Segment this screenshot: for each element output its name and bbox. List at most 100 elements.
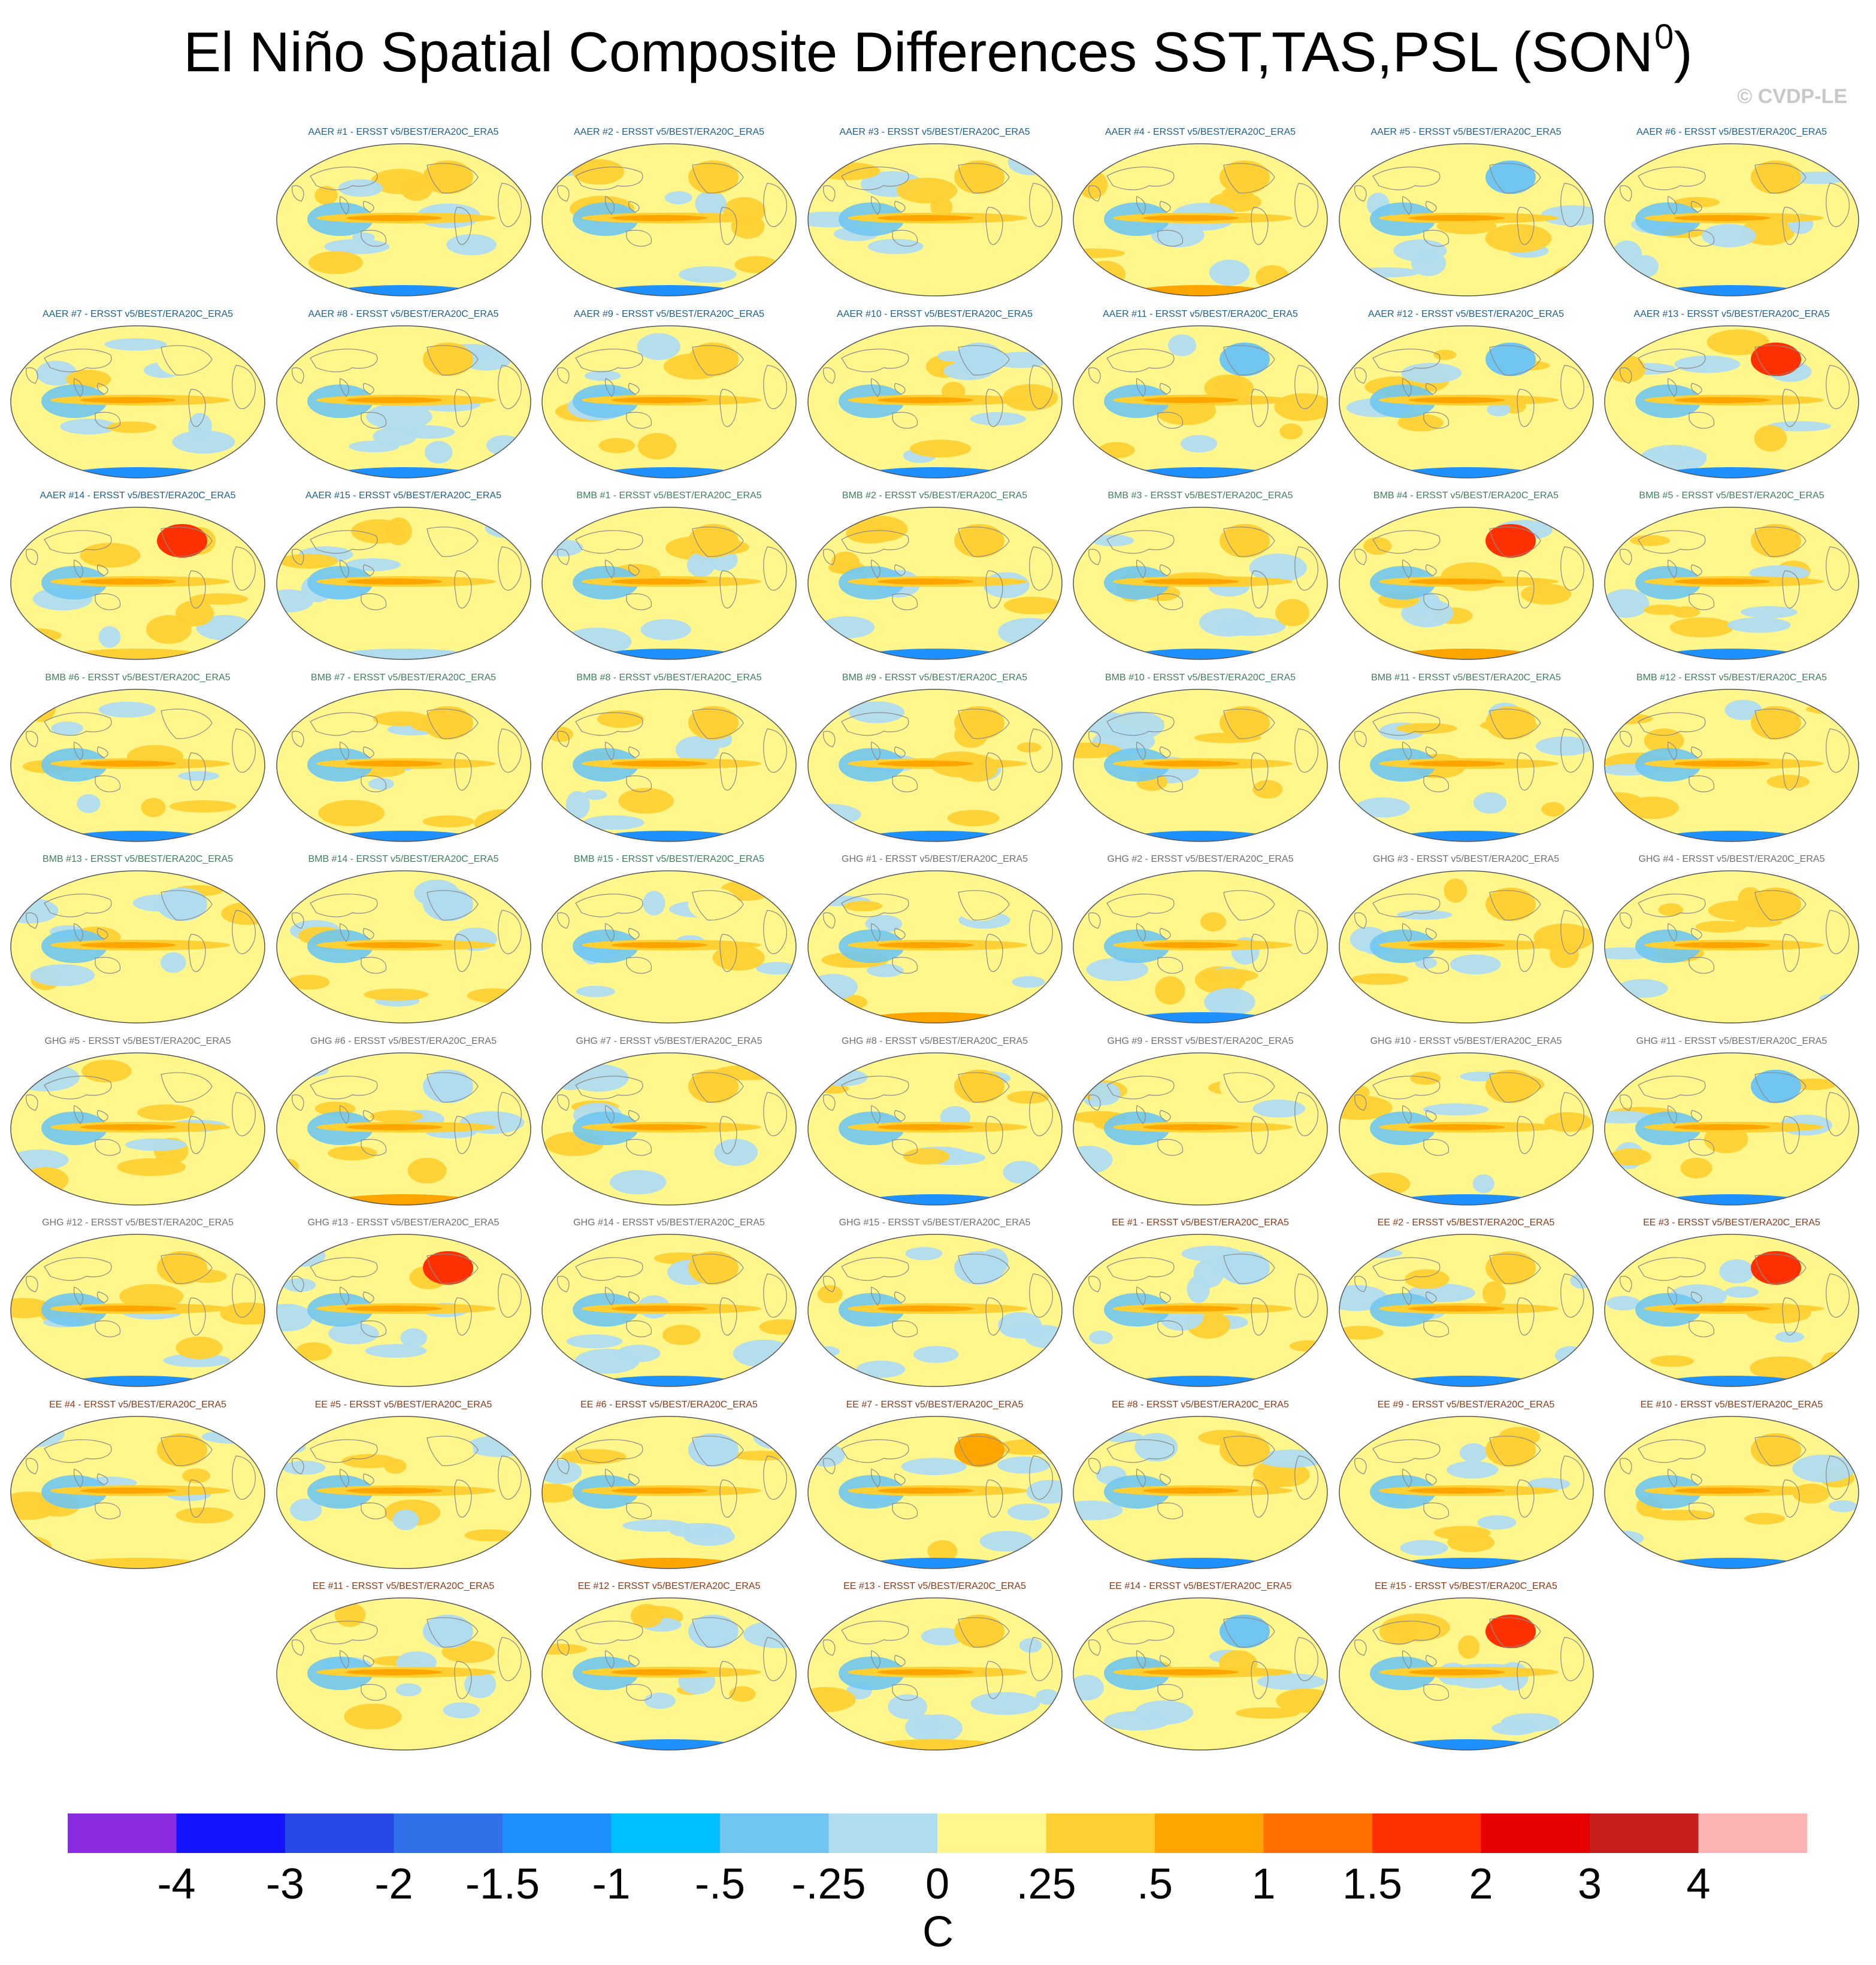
map-panel: BMB #9 - ERSST v5/BEST/ERA20C_ERA5 [806, 673, 1064, 846]
anomaly-patch [1134, 1432, 1178, 1461]
map-panel: GHG #11 - ERSST v5/BEST/ERA20C_ERA5 [1602, 1036, 1861, 1210]
coastline [763, 546, 787, 591]
anomaly-patch [1209, 259, 1250, 286]
anomaly-patch [1674, 355, 1740, 373]
map-border [807, 870, 1063, 1024]
map-border [10, 870, 265, 1024]
coastline [1372, 1257, 1441, 1281]
coastline [26, 730, 38, 747]
coastline [453, 1297, 471, 1336]
map-border [541, 1234, 797, 1387]
map-panel: AAER #2 - ERSST v5/BEST/ERA20C_ERA5 [540, 127, 798, 301]
coastline [453, 1661, 471, 1699]
coastline [96, 746, 108, 758]
map-panel: AAER #15 - ERSST v5/BEST/ERA20C_ERA5 [274, 491, 533, 664]
anomaly-patch [1143, 215, 1239, 221]
anomaly-patch [896, 177, 957, 204]
coastline [339, 559, 349, 579]
panel-map [10, 325, 265, 479]
anomaly-patch [276, 1303, 313, 1331]
coastline [360, 229, 386, 247]
map-panel: GHG #15 - ERSST v5/BEST/ERA20C_ERA5 [806, 1218, 1064, 1391]
colorbar-swatch [937, 1813, 1046, 1853]
map-panel: BMB #6 - ERSST v5/BEST/ERA20C_ERA5 [8, 673, 267, 846]
coastline [309, 1257, 378, 1281]
coastline [1106, 1257, 1175, 1281]
panel-title: EE #2 - ERSST v5/BEST/ERA20C_ERA5 [1377, 1218, 1555, 1228]
coastline [161, 344, 213, 376]
coastline [763, 1637, 787, 1681]
panel-title: GHG #3 - ERSST v5/BEST/ERA20C_ERA5 [1373, 854, 1559, 864]
anomaly-patch [640, 619, 691, 640]
anomaly-patch [1143, 1124, 1239, 1130]
colorbar-tick-label: 1.5 [1342, 1860, 1403, 1908]
panel-title: BMB #13 - ERSST v5/BEST/ERA20C_ERA5 [42, 854, 234, 864]
coastline [497, 728, 522, 773]
coastline [1620, 1094, 1632, 1111]
anomaly-patch [1444, 878, 1467, 903]
anomaly-patch [1741, 606, 1798, 619]
coastline [188, 1479, 206, 1518]
coastline [1372, 711, 1441, 736]
anomaly-patch [1007, 1503, 1049, 1521]
anomaly-patch [176, 1507, 234, 1524]
coastline [497, 1455, 522, 1500]
coastline [1690, 1109, 1702, 1122]
coastline [870, 1104, 880, 1124]
anomaly-patch [807, 1443, 845, 1467]
coastline [95, 1502, 121, 1519]
anomaly-patch [1187, 1275, 1210, 1303]
anomaly-patch [877, 396, 973, 403]
coastline [95, 411, 121, 429]
panel-map [541, 1597, 797, 1751]
coastline [1294, 364, 1318, 409]
coastline [891, 411, 918, 429]
coastline [339, 1650, 349, 1669]
coastline [291, 1276, 304, 1292]
coastline [73, 923, 83, 942]
anomaly-patch [1484, 224, 1552, 253]
anomaly-patch [392, 1509, 419, 1530]
anomaly-patch [1408, 1124, 1505, 1130]
anomaly-patch [1820, 1352, 1846, 1378]
anomaly-patch [338, 179, 383, 197]
coastline [73, 377, 83, 397]
map-border [1604, 507, 1859, 660]
coastline [1088, 1639, 1101, 1656]
anomaly-patch [80, 579, 176, 585]
coastline [1028, 1637, 1053, 1681]
coastline [1516, 1115, 1534, 1154]
coastline [96, 928, 108, 940]
panel-title: GHG #12 - ERSST v5/BEST/ERA20C_ERA5 [42, 1218, 234, 1228]
anomaly-patch [80, 1124, 176, 1130]
anomaly-patch [364, 1344, 427, 1358]
coastline [1689, 956, 1715, 974]
anomaly-patch [308, 251, 363, 274]
coastline [1402, 1286, 1412, 1306]
panel-map [541, 1415, 797, 1569]
coastline [291, 549, 304, 565]
coastline [44, 348, 112, 373]
anomaly-patch [283, 1278, 316, 1292]
anomaly-patch [346, 579, 442, 585]
coastline [1754, 526, 1807, 557]
map-border [1338, 1415, 1594, 1569]
panel-map [541, 1052, 797, 1206]
anomaly-patch [1002, 383, 1058, 411]
anomaly-patch [877, 942, 973, 948]
map-border [10, 507, 265, 660]
coastline [763, 183, 787, 227]
anomaly-patch [343, 1703, 402, 1730]
coastline [426, 1071, 479, 1103]
map-border [1338, 870, 1594, 1024]
coastline [1488, 1071, 1541, 1103]
anomaly-patch [566, 1334, 623, 1349]
coastline [840, 1075, 909, 1100]
anomaly-patch [1085, 261, 1125, 288]
anomaly-patch [287, 974, 329, 990]
anomaly-patch [843, 901, 882, 912]
colorbar-units: C [922, 1908, 954, 1956]
map-panel: EE #11 - ERSST v5/BEST/ERA20C_ERA5 [274, 1581, 533, 1755]
anomaly-patch [1296, 1431, 1327, 1448]
coastline [763, 364, 787, 409]
